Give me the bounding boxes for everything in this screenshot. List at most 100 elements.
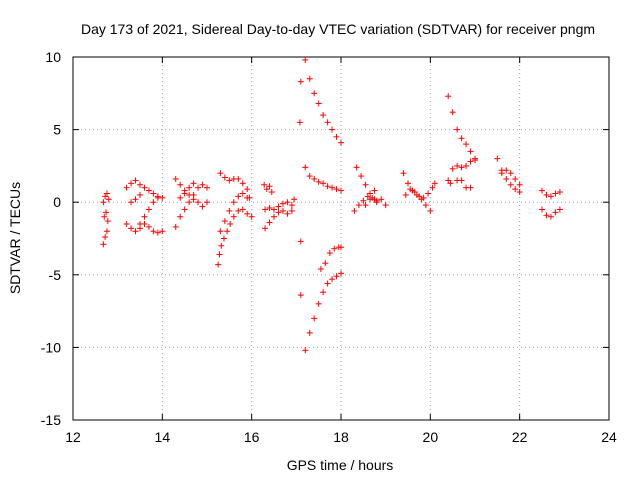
data-point [239,190,246,197]
y-tick-label: -10 [41,339,61,355]
data-point [311,90,318,97]
x-tick-label: 18 [333,429,349,445]
data-point [416,193,423,200]
data-point [539,187,545,194]
data-point [431,180,438,187]
data-point [324,183,331,190]
data-point [362,181,369,188]
data-point [498,170,505,177]
data-point [543,191,550,198]
data-point [407,186,414,193]
data-point [458,164,465,171]
y-axis-label: SDTVAR / TECUs [7,182,23,294]
data-point [291,196,298,203]
data-point [132,177,139,184]
data-point [315,300,322,307]
data-point [449,165,456,172]
data-point [367,196,374,203]
data-point [338,139,344,146]
data-point [362,202,369,209]
data-point [235,207,242,214]
data-point [427,207,434,214]
y-tick-label: 10 [45,49,61,65]
data-point [100,241,107,248]
data-point [128,180,135,187]
data-point [507,170,514,177]
data-point [503,167,510,174]
data-point [217,228,224,235]
data-point [333,186,340,193]
data-point [216,251,223,258]
data-point [454,126,461,133]
data-point [512,175,519,182]
data-point [467,158,474,165]
data-point [172,223,179,230]
data-point [302,56,309,63]
data-point [296,119,303,126]
data-point [329,126,336,133]
data-point [447,180,454,187]
data-point [275,209,282,216]
data-point [186,191,193,198]
data-point [297,238,304,245]
data-point [195,199,202,206]
data-point [552,190,559,197]
data-point [425,190,432,197]
data-point [338,187,344,194]
data-point [181,206,188,213]
data-point [556,189,563,196]
data-point [154,229,161,236]
data-point [353,164,360,171]
data-point [103,190,110,197]
data-point [268,189,275,196]
data-point [137,191,143,198]
data-point [141,213,148,220]
data-point [262,225,269,232]
data-point [150,228,157,235]
x-tick-label: 14 [155,429,171,445]
data-point [355,202,362,209]
data-point [333,133,340,140]
data-point [358,173,365,180]
y-tick-label: 5 [53,122,61,138]
data-point [215,261,222,268]
data-point [235,175,242,182]
x-tick-label: 12 [65,429,81,445]
data-point [279,200,286,207]
data-point [317,265,324,272]
data-point [103,209,110,216]
data-point [177,213,184,220]
data-point [503,175,510,182]
data-point [324,280,331,287]
data-point [331,245,338,252]
data-point [266,183,273,190]
data-point [367,190,374,197]
data-point [311,315,318,322]
data-point [159,228,166,235]
data-point [248,213,255,220]
data-point [239,180,246,187]
data-point [246,194,253,201]
data-point [284,210,291,217]
data-point [279,207,286,214]
data-point [422,202,429,209]
data-point [311,175,318,182]
data-point [154,194,161,201]
data-point [306,75,313,82]
data-point [132,196,139,203]
data-point [137,220,143,227]
data-point [181,190,188,197]
data-point [494,155,501,162]
data-point [145,206,152,213]
data-point [306,173,313,180]
data-point [104,218,111,225]
data-point [221,174,228,181]
data-point [326,250,333,257]
data-point [190,196,197,203]
data-point [284,199,291,206]
data-point [271,206,277,213]
data-point [218,242,225,249]
x-tick-label: 22 [512,429,528,445]
data-point [322,260,329,267]
data-point [297,292,304,299]
